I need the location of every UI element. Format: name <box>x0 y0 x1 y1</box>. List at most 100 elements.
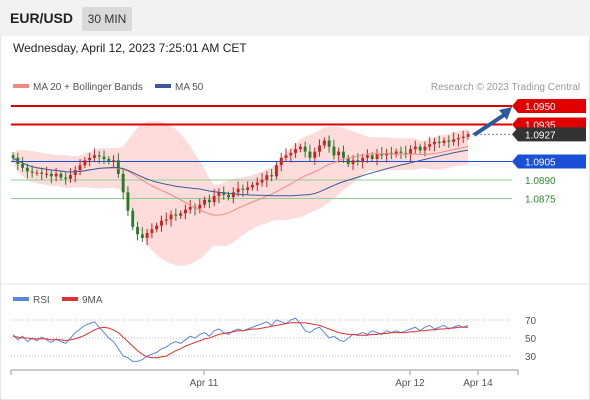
level-tag-1.0927 <box>512 127 586 142</box>
candle-body <box>169 214 173 220</box>
ma20-legend-swatch <box>13 84 29 88</box>
credit-text: Research © 2023 Trading Central <box>431 82 580 93</box>
candle-body <box>136 226 139 235</box>
level-label-1.0927: 1.0927 <box>525 130 556 141</box>
candle-body <box>423 146 427 151</box>
candle-body <box>289 152 293 156</box>
bollinger-band-area <box>13 121 468 266</box>
candle-body <box>255 182 259 185</box>
candle-body <box>102 156 106 160</box>
candle-body <box>150 229 154 233</box>
rsi-tick-30: 30 <box>525 352 537 363</box>
candle-body <box>452 139 456 142</box>
candle-body <box>174 214 178 216</box>
candle-body <box>322 140 326 146</box>
candle-body <box>227 194 230 198</box>
candle-body <box>164 219 168 221</box>
candle-body <box>442 140 446 143</box>
candle-body <box>308 151 312 158</box>
moving-averages <box>12 145 469 216</box>
candle-body <box>179 213 183 216</box>
candle-body <box>212 196 216 203</box>
candle-body <box>275 165 278 177</box>
candle-body <box>40 172 44 174</box>
candle-body <box>203 199 206 205</box>
level-tag-1.0950 <box>512 99 586 113</box>
candle-body <box>184 209 187 214</box>
candle-body <box>433 141 436 145</box>
candle-body <box>342 151 345 158</box>
level-label-1.0935: 1.0935 <box>525 121 556 132</box>
candle-body <box>404 152 408 155</box>
forecast-arrow <box>472 113 506 137</box>
candle-body <box>241 188 245 190</box>
rsi-tick-70: 70 <box>525 316 537 327</box>
candle-body <box>370 155 374 159</box>
candle-body <box>279 157 283 166</box>
candle-body <box>160 220 163 226</box>
rsi-tick-50: 50 <box>525 334 537 345</box>
candle-body <box>231 192 235 198</box>
candle-body <box>332 146 336 156</box>
candle-body <box>236 188 240 193</box>
candle-body <box>54 173 58 177</box>
rsi-line <box>12 317 469 362</box>
candle-body <box>207 199 211 203</box>
candle-body <box>73 170 77 175</box>
rsi-ma-line <box>12 322 468 359</box>
candle-body <box>447 140 451 142</box>
candle-body <box>260 180 264 183</box>
timeframe-button[interactable]: 30 MIN <box>82 7 132 31</box>
candle-body <box>59 173 63 178</box>
rsi-legend-swatch <box>13 297 29 301</box>
candle-body <box>294 149 297 153</box>
bollinger-bands <box>13 121 468 266</box>
candle-body <box>21 164 24 168</box>
candle-body <box>30 171 34 173</box>
candle-body <box>83 160 87 166</box>
candle-body <box>428 144 432 147</box>
candle-body <box>64 177 68 179</box>
level-tag-1.0905 <box>512 154 586 169</box>
candle-body <box>155 225 159 230</box>
candle-body <box>188 207 192 210</box>
candle-body <box>298 146 302 150</box>
candle-body <box>356 160 360 162</box>
candle-body <box>284 155 288 158</box>
candle-body <box>399 151 403 153</box>
candle-body <box>413 146 417 150</box>
header-bar: EUR/USD 30 MIN <box>0 0 590 36</box>
x-tick-label: Apr 12 <box>395 378 425 389</box>
candle-body <box>313 151 317 158</box>
candle-body <box>346 157 350 164</box>
level-label-1.0950: 1.0950 <box>525 102 556 113</box>
candle-body <box>78 165 82 171</box>
x-tick-label: Apr 11 <box>190 378 219 389</box>
candle-body <box>457 138 460 140</box>
candle-body <box>107 159 111 162</box>
candle-body <box>375 154 379 159</box>
candle-body <box>366 155 369 158</box>
candle-body <box>140 234 144 238</box>
candle-body <box>394 151 398 155</box>
candle-body <box>351 160 355 164</box>
candle-body <box>380 154 384 156</box>
candle-body <box>97 155 101 157</box>
candle-body <box>337 151 341 156</box>
candle-body <box>361 157 365 162</box>
candle-body <box>318 145 321 152</box>
candle-body <box>327 140 331 147</box>
candle-body <box>131 210 135 227</box>
candle-body <box>409 149 412 155</box>
candle-body <box>25 167 29 172</box>
rsi-pane: 70 50 30 <box>11 316 537 363</box>
timestamp: Wednesday, April 12, 2023 7:25:01 AM CET <box>13 41 247 55</box>
candle-body <box>251 184 254 188</box>
candle-body <box>246 187 250 190</box>
ma50-line <box>12 149 469 197</box>
candle-body <box>461 136 465 138</box>
rsi-legend-label: RSI <box>33 295 50 306</box>
pair-title: EUR/USD <box>10 10 74 26</box>
